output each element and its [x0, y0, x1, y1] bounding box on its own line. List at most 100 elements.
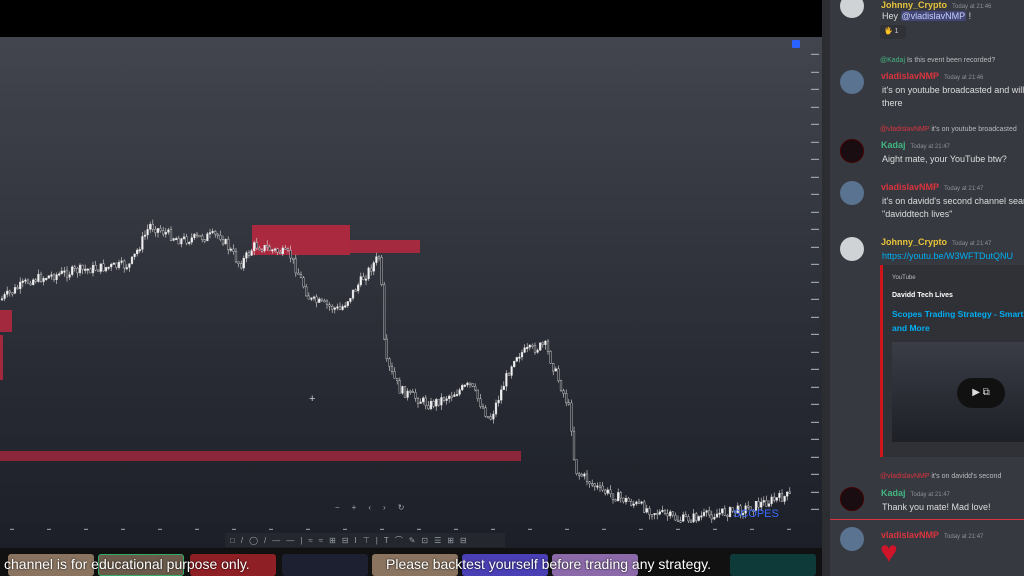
- play-button[interactable]: ▶ ⧉: [957, 378, 1005, 408]
- drawing-tool-13[interactable]: |: [375, 535, 378, 545]
- drawing-tool-2[interactable]: ◯: [249, 535, 259, 545]
- candle-body: [510, 366, 513, 376]
- drawing-tool-15[interactable]: ⌒: [394, 535, 403, 545]
- avatar-kadaj[interactable]: [840, 139, 864, 163]
- embed-title[interactable]: Scopes Trading Strategy - Smart: [892, 309, 1024, 319]
- avatar-johnny[interactable]: [840, 237, 864, 261]
- youtube-embed[interactable]: YouTube Davidd Tech Lives Scopes Trading…: [880, 265, 1024, 457]
- candle-body: [117, 261, 121, 268]
- candle-body: [336, 306, 339, 309]
- discord-chat-panel[interactable]: Johnny_Crypto Today at 21:46 Hey @vladisl…: [822, 0, 1024, 576]
- avatar-vladislav[interactable]: [840, 181, 864, 205]
- drawing-tool-0[interactable]: □: [230, 535, 235, 545]
- avatar-johnny[interactable]: [840, 0, 864, 18]
- candle-body: [572, 430, 576, 460]
- candle-body: [494, 402, 498, 415]
- drawing-tool-9[interactable]: ⊞: [329, 535, 336, 545]
- candle-body: [726, 515, 729, 517]
- price-axis[interactable]: ▬▬ ▬▬ ▬▬ ▬▬ ▬▬ ▬▬ ▬▬ ▬▬ ▬▬ ▬▬ ▬▬ ▬▬ ▬▬ ▬▬ ▬▬ ▬▬ ▬▬ ▬▬ ▬▬ ▬▬…: [796, 37, 822, 527]
- username[interactable]: Johnny_Crypto: [881, 0, 948, 10]
- participant-thumb: [462, 554, 548, 576]
- candle-body: [718, 512, 721, 515]
- username[interactable]: Johnny_Crypto: [881, 237, 948, 247]
- embed-author[interactable]: Davidd Tech Lives: [892, 292, 953, 299]
- candle-body: [432, 401, 435, 407]
- reply-preview[interactable]: @vladislavNMP it's on davidd's second: [880, 473, 1001, 480]
- scroll-right-button[interactable]: ›: [383, 503, 386, 512]
- chart-settings-button[interactable]: [792, 40, 800, 48]
- scroll-left-button[interactable]: ‹: [368, 503, 372, 512]
- drawing-tool-7[interactable]: ≈: [308, 535, 313, 545]
- username[interactable]: Kadaj: [881, 488, 906, 498]
- zoom-in-button[interactable]: +: [351, 503, 357, 512]
- candle-body: [401, 386, 404, 394]
- drawing-tool-1[interactable]: /: [240, 535, 244, 545]
- candle-body: [19, 281, 22, 290]
- candle-body: [429, 401, 433, 410]
- reset-chart-button[interactable]: ↻: [397, 503, 405, 512]
- candle-body: [687, 516, 690, 522]
- drawing-tool-16[interactable]: ✎: [408, 535, 416, 545]
- candle-body: [744, 505, 747, 514]
- mention[interactable]: @vladislavNMP: [900, 11, 967, 21]
- candle-body: [575, 459, 578, 475]
- candle-body: [601, 485, 604, 491]
- drawing-tool-3[interactable]: /: [264, 535, 267, 545]
- candle-body: [617, 492, 620, 502]
- candle-body: [78, 264, 82, 274]
- candle-body: [531, 344, 534, 347]
- candle-body: [541, 342, 544, 345]
- candle-body: [65, 270, 69, 278]
- drawing-tool-18[interactable]: ☰: [434, 535, 442, 545]
- video-thumbnail[interactable]: ▶ ⧉: [892, 342, 1024, 442]
- time-tick: ▬: [84, 526, 88, 531]
- candle-body: [372, 262, 375, 272]
- drawing-tool-19[interactable]: ⊞: [447, 535, 454, 545]
- drawing-tool-14[interactable]: T: [383, 535, 389, 545]
- embed-title-2[interactable]: and More: [892, 323, 930, 333]
- candle-body: [299, 274, 303, 279]
- avatar-vladislav[interactable]: [840, 527, 864, 551]
- trading-chart[interactable]: + ▬▬ ▬▬ ▬▬ ▬▬ ▬▬ ▬▬ ▬▬ ▬▬ ▬▬ ▬▬ ▬▬ ▬▬ ▬▬ ▬▬ ▬▬ ▬▬ ▬▬ ▬▬ ▬▬…: [0, 37, 822, 548]
- drawing-tool-8[interactable]: ≈: [318, 535, 324, 545]
- candle-body: [518, 356, 521, 359]
- candle-body: [110, 263, 113, 268]
- candle-body: [380, 257, 383, 285]
- drawing-tool-17[interactable]: ⊡: [421, 535, 429, 545]
- candle-body: [68, 274, 71, 278]
- drawing-tool-12[interactable]: ⊤: [362, 535, 370, 545]
- candle-body: [151, 224, 154, 230]
- candle-body: [442, 397, 446, 401]
- candle-body: [786, 491, 789, 497]
- drawing-tool-4[interactable]: —: [272, 535, 281, 545]
- username[interactable]: Kadaj: [881, 140, 906, 150]
- avatar-kadaj[interactable]: [840, 487, 864, 511]
- candle-body: [346, 301, 349, 306]
- reply-preview[interactable]: @vladislavNMP it's on youtube broadcaste…: [880, 126, 1017, 133]
- reply-preview[interactable]: @Kadaj Is this event been recorded?: [880, 57, 995, 64]
- drawing-tool-6[interactable]: |: [300, 535, 303, 545]
- candle-body: [216, 233, 219, 236]
- drawing-tool-5[interactable]: —: [286, 535, 295, 545]
- candle-body: [42, 278, 45, 282]
- drawing-tool-20[interactable]: ⊟: [459, 535, 467, 545]
- username[interactable]: vladislavNMP: [881, 71, 940, 81]
- candle-body: [190, 237, 193, 243]
- time-axis[interactable]: ▬ ▬ ▬ ▬ ▬ ▬ ▬ ▬ ▬ ▬ ▬ ▬ ▬ ▬ ▬ ▬ ▬ ▬ ▬ ▬ ▬ ▬: [0, 523, 795, 533]
- candle-body: [398, 380, 401, 394]
- drawing-tool-10[interactable]: ⊟: [341, 535, 349, 545]
- candle-body: [757, 501, 760, 508]
- candle-body: [676, 519, 680, 522]
- youtube-link[interactable]: https://youtu.be/W3WFTDutQNU: [882, 251, 1014, 261]
- candle-body: [8, 290, 11, 293]
- candle-body: [393, 371, 396, 379]
- zoom-out-button[interactable]: −: [335, 503, 340, 512]
- reaction[interactable]: 🖐 1: [880, 25, 906, 39]
- candle-body: [344, 305, 347, 308]
- drawing-tool-11[interactable]: I: [354, 535, 357, 545]
- time-tick: ▬: [232, 526, 236, 531]
- username[interactable]: vladislavNMP: [881, 182, 940, 192]
- avatar-vladislav[interactable]: [840, 70, 864, 94]
- candle-body: [505, 373, 508, 387]
- username[interactable]: vladislavNMP: [881, 530, 940, 540]
